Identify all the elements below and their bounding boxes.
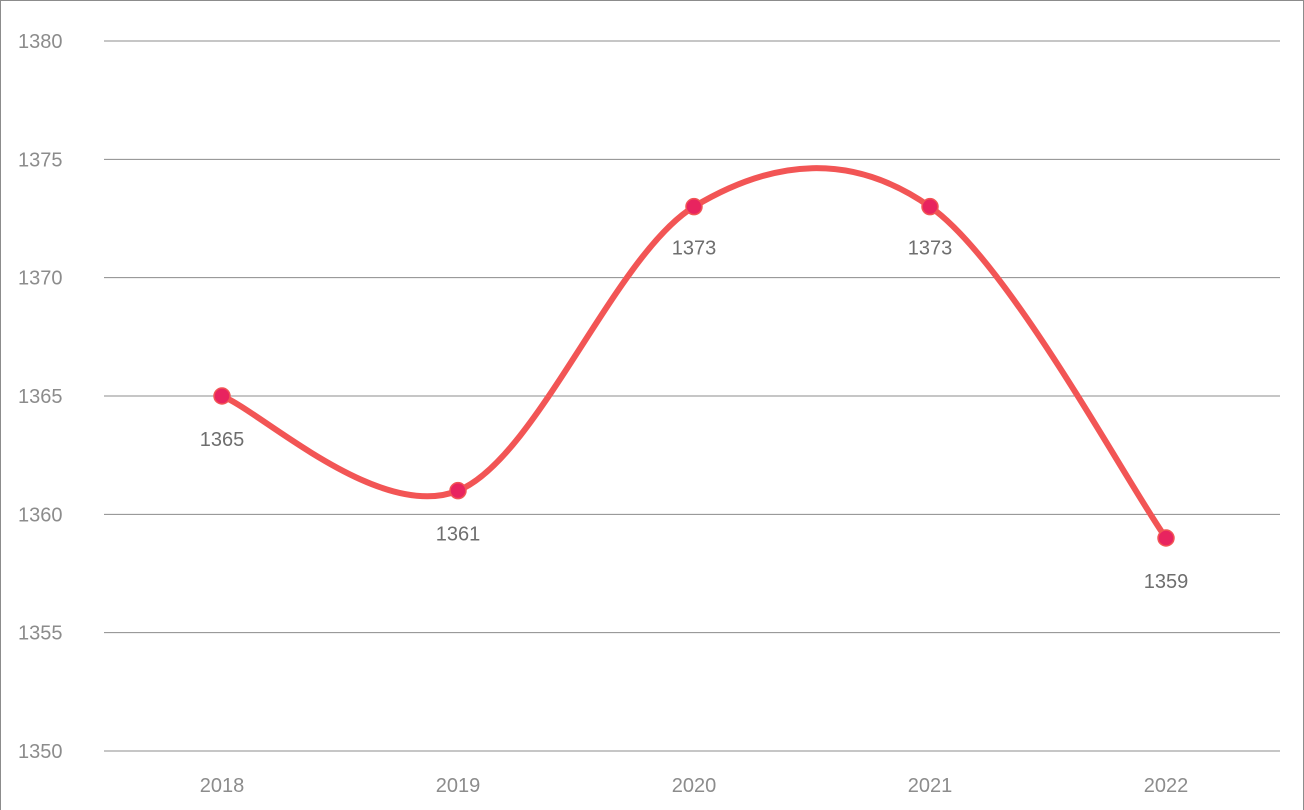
data-label: 1373 [908,238,953,260]
data-label: 1359 [1144,571,1189,593]
data-point-marker [213,387,231,405]
y-tick-label: 1380 [18,31,63,53]
y-tick-label: 1355 [18,623,63,645]
data-label: 1373 [672,238,717,260]
x-axis-tick-labels: 2018 2019 2020 2021 2022 [200,775,1189,797]
gridlines [104,40,1280,752]
x-tick-label: 2020 [672,775,717,797]
markers-layer [213,197,1175,547]
x-tick-label: 2022 [1144,775,1189,797]
y-axis-tick-labels: 1350 1355 1360 1365 1370 1375 1380 [18,31,63,763]
y-tick-label: 1360 [18,504,63,526]
x-tick-label: 2021 [908,775,953,797]
series-layer [219,165,1169,541]
y-tick-label: 1370 [18,268,63,290]
data-point-marker [685,197,703,216]
y-tick-label: 1375 [18,149,63,171]
x-tick-label: 2019 [436,775,481,797]
y-tick-label: 1350 [18,741,63,763]
data-point-marker [921,197,939,216]
data-labels-layer: 1365 1361 1373 1373 1359 [200,238,1189,593]
data-label: 1361 [436,524,481,546]
series-line [219,165,1169,541]
x-tick-label: 2018 [200,775,245,797]
y-tick-label: 1365 [18,386,63,408]
data-point-marker [1157,529,1175,547]
data-point-marker [449,481,467,500]
data-label: 1365 [200,429,245,451]
